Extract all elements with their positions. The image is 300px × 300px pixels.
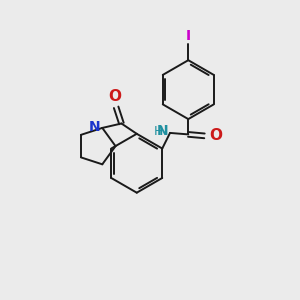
Text: N: N [157, 124, 169, 138]
Text: O: O [209, 128, 222, 143]
Text: I: I [186, 28, 191, 43]
Text: H: H [154, 125, 164, 138]
Text: N: N [88, 120, 100, 134]
Text: O: O [108, 89, 121, 104]
